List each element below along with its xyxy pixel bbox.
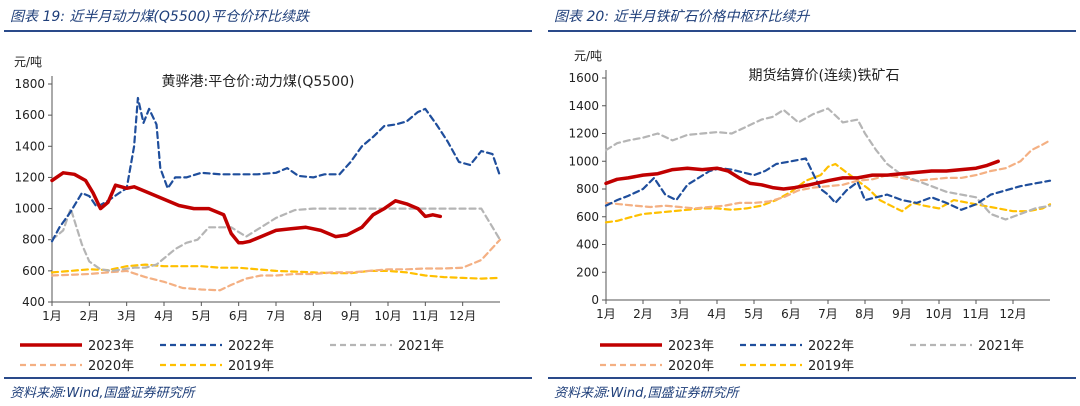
title-divider	[4, 30, 532, 32]
x-tick-label: 9月	[341, 309, 361, 323]
x-tick-label: 6月	[781, 307, 801, 321]
x-tick-label: 9月	[892, 307, 912, 321]
x-tick-label: 12月	[999, 307, 1026, 321]
left-figure: 图表 19: 近半月动力煤(Q5500)平仓价环比续跌 元/吨黄骅港:平仓价:动…	[0, 0, 536, 406]
x-tick-label: 10月	[374, 309, 401, 323]
x-tick-label: 5月	[192, 309, 212, 323]
chart-title: 期货结算价(连续)铁矿石	[749, 67, 900, 84]
right-figure: 图表 20: 近半月铁矿石价格中枢环比续升 元/吨期货结算价(连续)铁矿石 0 20…	[544, 0, 1080, 406]
x-tick-label: 7月	[266, 309, 286, 323]
y-tick-label: 1000	[568, 154, 599, 168]
y-tick-label: 200	[576, 265, 599, 279]
y-tick-label: 600	[576, 210, 599, 224]
y-tick-label: 800	[22, 233, 45, 247]
x-tick-label: 2月	[80, 309, 100, 323]
figure-title: 图表 19: 近半月动力煤(Q5500)平仓价环比续跌	[10, 9, 310, 25]
legend-label: 2021年	[978, 339, 1024, 354]
x-tick-label: 6月	[229, 309, 249, 323]
y-tick-label: 1600	[568, 71, 599, 85]
x-tick-label: 11月	[412, 309, 439, 323]
source-divider	[548, 377, 1076, 379]
series-line-2019年	[50, 263, 502, 280]
y-tick-label: 600	[22, 264, 45, 278]
legend-label: 2022年	[228, 339, 274, 354]
x-tick-label: 1月	[42, 309, 62, 323]
y-unit-label: 元/吨	[574, 49, 602, 63]
x-tick-label: 1月	[596, 307, 616, 321]
series-line-2022年	[604, 157, 1052, 211]
x-tick-label: 10月	[925, 307, 952, 321]
x-tick-label: 8月	[304, 309, 324, 323]
x-tick-label: 12月	[449, 309, 476, 323]
series-line-2019年	[604, 162, 1052, 224]
y-unit-label: 元/吨	[14, 55, 42, 69]
y-tick-label: 800	[576, 182, 599, 196]
title-divider	[548, 30, 1076, 32]
series-line-2020年	[604, 139, 1052, 210]
series-line-2020年	[50, 238, 502, 292]
source-divider	[4, 377, 532, 379]
y-tick-label: 400	[22, 295, 45, 309]
chart-title: 黄骅港:平仓价:动力煤(Q5500)	[161, 73, 354, 90]
x-tick-label: 8月	[855, 307, 875, 321]
legend-label: 2022年	[808, 339, 854, 354]
legend-label: 2020年	[668, 359, 714, 374]
series-line-2021年	[604, 107, 1052, 221]
x-tick-label: 11月	[962, 307, 989, 321]
figure-title: 图表 20: 近半月铁矿石价格中枢环比续升	[554, 9, 810, 25]
x-tick-label: 5月	[744, 307, 764, 321]
y-tick-label: 400	[576, 238, 599, 252]
x-tick-label: 4月	[154, 309, 174, 323]
series-line-2023年	[50, 171, 443, 245]
x-tick-label: 3月	[670, 307, 690, 321]
series-line-2023年	[604, 159, 1000, 191]
y-tick-label: 1000	[14, 202, 45, 216]
legend-label: 2021年	[398, 339, 444, 354]
x-tick-label: 3月	[117, 309, 137, 323]
y-tick-label: 1400	[14, 139, 45, 153]
x-tick-label: 7月	[818, 307, 838, 321]
y-tick-label: 1200	[568, 127, 599, 141]
legend-label: 2020年	[88, 359, 134, 374]
series-line-2022年	[50, 96, 502, 243]
y-tick-label: 1200	[14, 170, 45, 184]
y-tick-label: 1400	[568, 99, 599, 113]
y-tick-label: 1800	[14, 77, 45, 91]
x-tick-label: 4月	[707, 307, 727, 321]
legend-label: 2023年	[668, 339, 714, 354]
legend-label: 2019年	[228, 359, 274, 374]
legend-label: 2023年	[88, 339, 134, 354]
source-note: 资料来源:Wind,国盛证券研究所	[10, 386, 195, 401]
x-tick-label: 2月	[633, 307, 653, 321]
legend-label: 2019年	[808, 359, 854, 374]
source-note: 资料来源:Wind,国盛证券研究所	[554, 386, 739, 401]
y-tick-label: 0	[591, 293, 599, 307]
y-tick-label: 1600	[14, 108, 45, 122]
series-line-2021年	[50, 207, 502, 272]
